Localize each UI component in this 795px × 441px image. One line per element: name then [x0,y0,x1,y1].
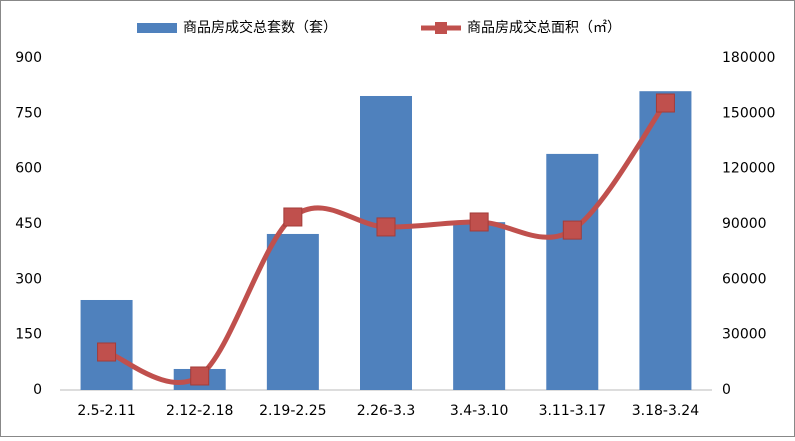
x-tick-label: 2.19-2.25 [259,403,326,419]
y-tick-label: 900 [15,50,42,66]
y-tick-label: 450 [15,216,42,232]
line-marker [190,366,210,386]
y-tick-label: 600 [15,161,42,177]
x-tick-label: 3.4-3.10 [450,403,509,419]
legend-label: 商品房成交总面积（㎡） [467,19,621,36]
bar [546,153,599,390]
y2-tick-label: 120000 [722,161,775,177]
bar [639,91,692,390]
y-tick-label: 750 [15,105,42,121]
line-marker [469,212,489,232]
bar [266,233,319,390]
line-marker [562,220,582,240]
line-marker [655,93,675,113]
x-tick-label: 2.5-2.11 [77,403,136,419]
y2-tick-label: 30000 [722,327,767,343]
line-marker [376,217,396,237]
y2-tick-label: 150000 [722,105,775,121]
line-marker [97,342,117,362]
x-tick-label: 3.11-3.17 [539,403,606,419]
y-tick-label: 300 [15,271,42,287]
legend-swatch [137,23,177,33]
y2-tick-label: 90000 [722,216,767,232]
x-tick-label: 2.12-2.18 [166,403,233,419]
x-tick-label: 3.18-3.24 [632,403,699,419]
x-tick-label: 2.26-3.3 [357,403,416,419]
legend-swatch [435,22,447,34]
y2-tick-label: 0 [722,382,731,398]
y2-tick-label: 180000 [722,50,775,66]
legend-label: 商品房成交总套数（套） [183,19,337,36]
y-tick-label: 150 [15,327,42,343]
bar [453,222,506,390]
y2-tick-label: 60000 [722,271,767,287]
line-marker [283,207,303,227]
y-tick-label: 0 [33,382,42,398]
bar [360,95,412,391]
